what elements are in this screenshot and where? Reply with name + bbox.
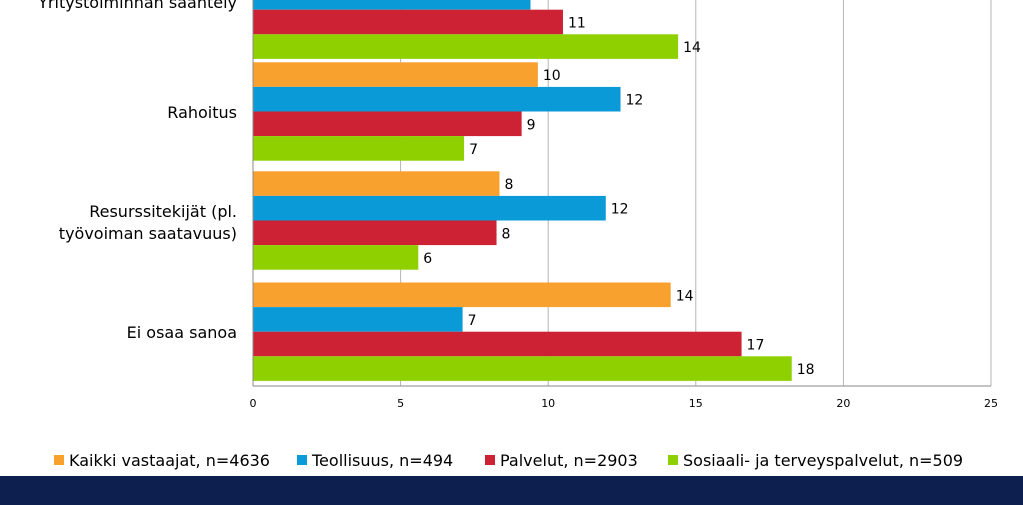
chart-legend: Kaikki vastaajat, n=4636 Teollisuus, n=49… [0,446,1023,476]
bar [253,282,671,308]
category-label: Ei osaa sanoa [127,323,237,342]
bar [253,220,497,246]
data-label: 7 [468,313,477,329]
data-label: 14 [683,40,701,56]
data-label: 7 [469,142,478,158]
bar [253,9,563,35]
legend-item: Teollisuus, n=494 [297,451,453,471]
bar [253,245,419,270]
x-tick-label: 5 [397,397,404,410]
legend-item: Kaikki vastaajat, n=4636 [54,451,270,471]
x-tick-label: 15 [689,397,703,410]
bar [253,62,538,87]
legend-swatch [297,455,307,465]
x-tick-label: 20 [836,397,850,410]
bar [253,356,792,381]
legend-label: Palvelut, n=2903 [500,451,638,470]
bar [253,0,531,10]
data-label: 9 [527,117,536,133]
category-label: Rahoitus [167,103,237,122]
data-label: 17 [747,338,765,354]
data-label: 8 [504,177,513,193]
x-tick-label: 0 [250,397,257,410]
legend-item: Sosiaali- ja terveyspalvelut, n=509 [668,451,963,471]
bar [253,171,500,196]
bar [253,195,606,221]
legend-swatch [668,455,678,465]
category-label: Resurssitekijät (pl. työvoiman saatavuus) [59,202,237,243]
legend-label: Teollisuus, n=494 [312,451,454,470]
data-label: 14 [676,288,694,304]
bar [253,34,679,59]
legend-label: Kaikki vastaajat, n=4636 [69,451,270,470]
bar [253,86,621,112]
legend-item: Palvelut, n=2903 [485,451,638,471]
legend-label: Sosiaali- ja terveyspalvelut, n=509 [683,451,964,470]
legend-swatch [54,455,64,465]
bar [253,136,465,161]
legend-swatch [485,455,495,465]
bar [253,307,463,332]
bar [253,331,742,357]
data-label: 11 [568,16,586,32]
category-label: Yritystoiminnan sääntely [37,0,237,12]
bar-chart: 10 8 14 12 12 7 11 9 8 17 14 7 6 18 0 5 10 15 20 25 Yritysto… [37,0,998,410]
data-label: 10 [543,68,561,84]
data-label: 12 [611,202,629,218]
x-tick-label: 25 [984,397,998,410]
data-label: 18 [797,362,815,378]
footer-band [0,476,1023,505]
data-label: 6 [423,251,432,267]
data-label: 12 [626,93,644,109]
x-tick-label: 10 [541,397,555,410]
data-label: 8 [502,226,511,242]
bar [253,111,522,137]
